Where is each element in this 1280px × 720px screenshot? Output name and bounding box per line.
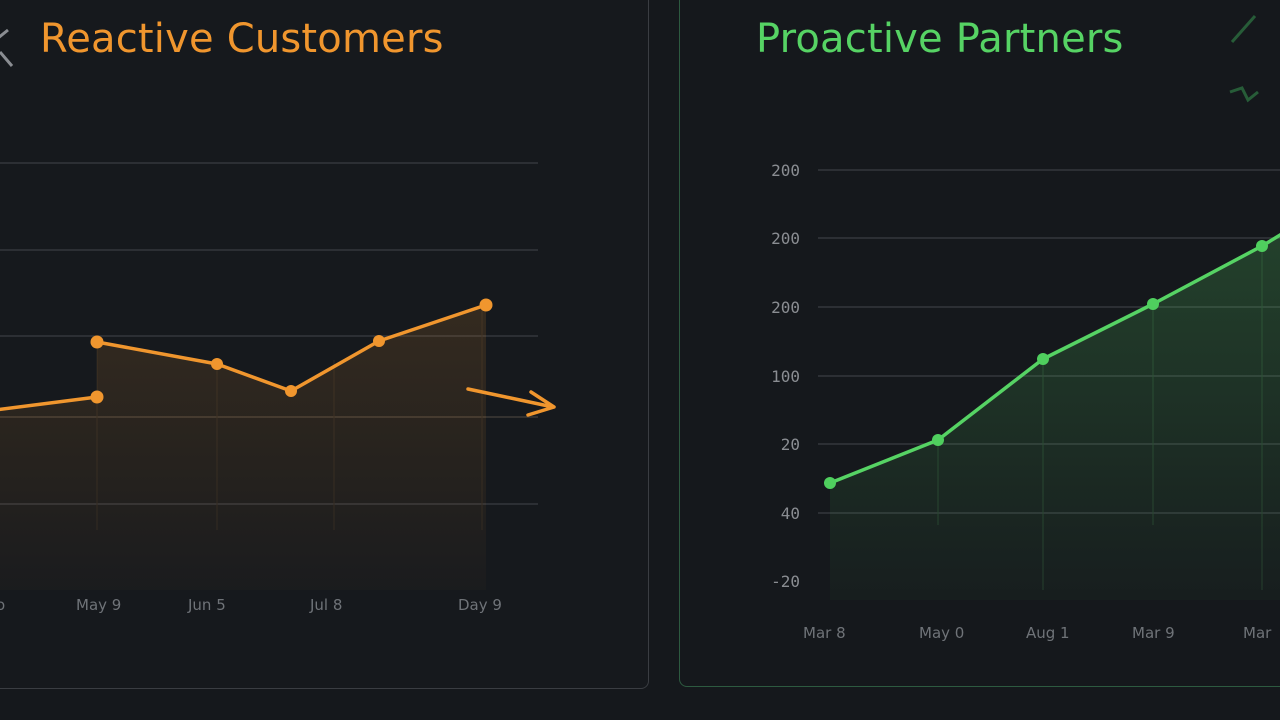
- x-axis-label: Mar 9: [1132, 624, 1175, 642]
- y-axis-label: 200: [771, 298, 800, 317]
- reactive-area: [0, 305, 486, 590]
- x-axis-label: Mar 8: [803, 624, 846, 642]
- y-axis-label: 200: [771, 161, 800, 180]
- x-axis-label: Jun 5: [188, 596, 226, 614]
- decorative-sparkle-icon: [1229, 15, 1259, 103]
- proactive-partners-title: Proactive Partners: [756, 16, 1124, 62]
- x-axis-label: May 9: [76, 596, 122, 614]
- trend-arrow-icon: [466, 387, 556, 417]
- x-axis-label: Mar: [1243, 624, 1272, 642]
- y-axis-label: 20: [780, 435, 800, 454]
- proactive-points: [824, 240, 1268, 489]
- y-axis-label: 100: [771, 367, 800, 386]
- chart-icon: [0, 28, 14, 67]
- x-axis-label: o: [0, 596, 6, 614]
- y-axis-label: -20: [771, 572, 800, 591]
- x-axis-label: Jul 8: [310, 596, 343, 614]
- x-axis-label: May 0: [919, 624, 965, 642]
- reactive-customers-title: Reactive Customers: [40, 16, 444, 62]
- reactive-points: [90, 298, 493, 404]
- x-axis-label: Day 9: [458, 596, 502, 614]
- y-axis-label: 40: [780, 504, 800, 523]
- y-axis-label: 200: [771, 229, 800, 248]
- x-axis-label: Aug 1: [1026, 624, 1070, 642]
- proactive-area: [830, 235, 1280, 600]
